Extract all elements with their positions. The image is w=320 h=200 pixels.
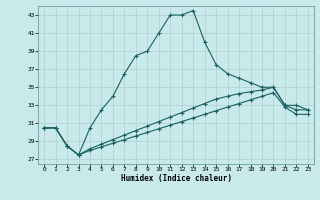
X-axis label: Humidex (Indice chaleur): Humidex (Indice chaleur) bbox=[121, 174, 231, 183]
